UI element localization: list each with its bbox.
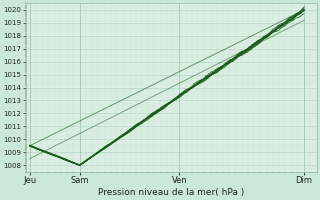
X-axis label: Pression niveau de la mer( hPa ): Pression niveau de la mer( hPa )	[98, 188, 244, 197]
